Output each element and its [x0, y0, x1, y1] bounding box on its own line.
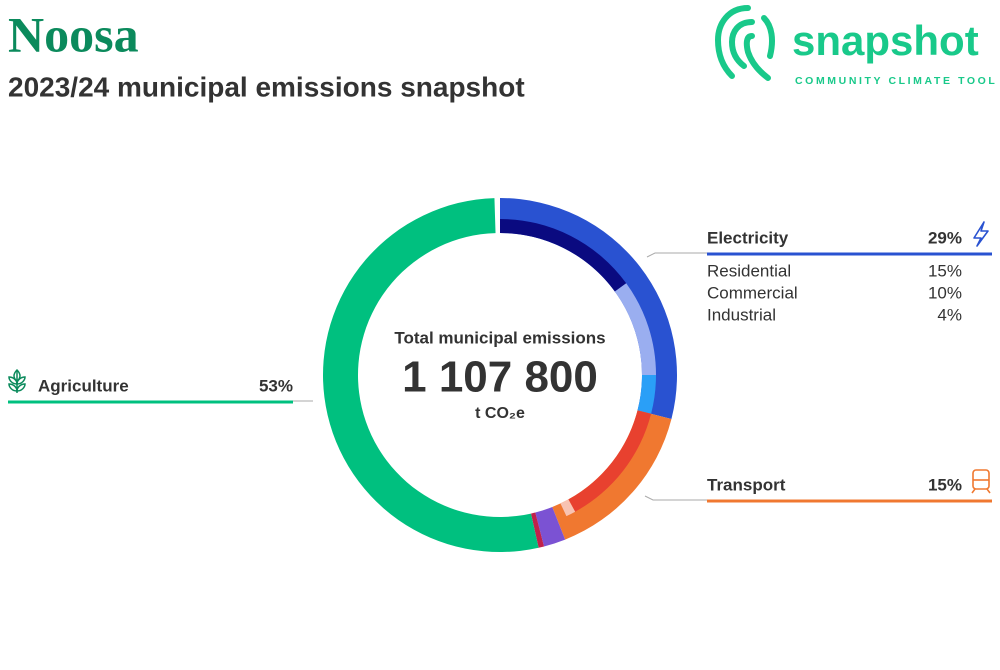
category-label: Electricity	[707, 228, 789, 247]
leader-line	[646, 252, 707, 258]
donut-segment	[535, 507, 566, 547]
donut-sub-segment	[568, 410, 652, 512]
sub-value: 10%	[928, 283, 962, 302]
donut-segment	[530, 512, 545, 548]
electricity-icon	[973, 221, 989, 247]
sub-value: 4%	[937, 305, 962, 324]
leader-line	[644, 495, 707, 501]
title: Noosa	[8, 6, 139, 62]
category-value: 53%	[259, 376, 293, 395]
category-value: 15%	[928, 475, 962, 494]
donut-segment	[322, 198, 539, 552]
sub-label: Commercial	[707, 283, 798, 302]
transport-icon	[971, 469, 991, 494]
center-total: 1 107 800	[402, 353, 598, 402]
category-label: Agriculture	[38, 376, 129, 395]
donut-sub-segment	[560, 499, 576, 517]
category-label: Transport	[707, 475, 786, 494]
sub-value: 15%	[928, 261, 962, 280]
sub-label: Industrial	[707, 305, 776, 324]
donut-sub-segment	[614, 283, 656, 375]
donut-sub-segment	[637, 375, 656, 414]
logo-mark	[714, 5, 775, 81]
agriculture-icon	[8, 368, 26, 393]
logo-tagline: COMMUNITY CLIMATE TOOL	[795, 75, 997, 87]
center-unit: t CO₂e	[475, 405, 525, 422]
donut-sub-segment	[500, 219, 627, 292]
category-value: 29%	[928, 228, 962, 247]
sub-label: Residential	[707, 261, 791, 280]
subtitle: 2023/24 municipal emissions snapshot	[8, 71, 525, 102]
center-title: Total municipal emissions	[394, 328, 605, 347]
logo-text: snapshot	[792, 17, 979, 64]
